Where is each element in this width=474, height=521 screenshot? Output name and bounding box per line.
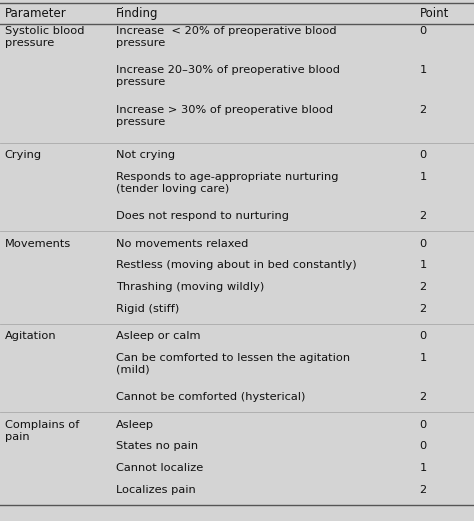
Text: Localizes pain: Localizes pain <box>116 485 196 494</box>
Text: States no pain: States no pain <box>116 441 198 451</box>
Text: Not crying: Not crying <box>116 150 175 160</box>
Text: Increase > 30% of preoperative blood
pressure: Increase > 30% of preoperative blood pre… <box>116 105 333 127</box>
Text: Cannot be comforted (hysterical): Cannot be comforted (hysterical) <box>116 392 306 402</box>
Text: Does not respond to nurturing: Does not respond to nurturing <box>116 211 289 221</box>
Text: Increase 20–30% of preoperative blood
pressure: Increase 20–30% of preoperative blood pr… <box>116 65 340 88</box>
Text: 2: 2 <box>419 392 427 402</box>
Text: Agitation: Agitation <box>5 331 56 341</box>
Text: Increase  < 20% of preoperative blood
pressure: Increase < 20% of preoperative blood pre… <box>116 26 337 48</box>
Text: 1: 1 <box>419 463 427 473</box>
Text: 1: 1 <box>419 353 427 363</box>
Text: Asleep: Asleep <box>116 420 154 430</box>
Text: 0: 0 <box>419 441 427 451</box>
Text: Asleep or calm: Asleep or calm <box>116 331 201 341</box>
Text: Responds to age-appropriate nurturing
(tender loving care): Responds to age-appropriate nurturing (t… <box>116 172 338 194</box>
Text: 2: 2 <box>419 282 427 292</box>
Text: 0: 0 <box>419 420 427 430</box>
Text: 2: 2 <box>419 211 427 221</box>
Text: Restless (moving about in bed constantly): Restless (moving about in bed constantly… <box>116 260 357 270</box>
Text: Movements: Movements <box>5 239 71 249</box>
Text: Point: Point <box>419 7 449 20</box>
Text: 2: 2 <box>419 105 427 115</box>
Text: 0: 0 <box>419 239 427 249</box>
Text: Complains of
pain: Complains of pain <box>5 420 79 442</box>
Text: 1: 1 <box>419 65 427 76</box>
Text: 1: 1 <box>419 260 427 270</box>
Text: Parameter: Parameter <box>5 7 66 20</box>
Text: Crying: Crying <box>5 151 42 160</box>
Text: Can be comforted to lessen the agitation
(mild): Can be comforted to lessen the agitation… <box>116 353 350 375</box>
Text: 2: 2 <box>419 485 427 494</box>
Text: Rigid (stiff): Rigid (stiff) <box>116 304 179 314</box>
Text: 1: 1 <box>419 172 427 182</box>
Text: 2: 2 <box>419 304 427 314</box>
Text: 0: 0 <box>419 150 427 160</box>
Text: Systolic blood
pressure: Systolic blood pressure <box>5 26 84 48</box>
Text: 0: 0 <box>419 26 427 36</box>
Text: 0: 0 <box>419 331 427 341</box>
Text: Thrashing (moving wildly): Thrashing (moving wildly) <box>116 282 264 292</box>
Text: Cannot localize: Cannot localize <box>116 463 203 473</box>
Text: No movements relaxed: No movements relaxed <box>116 239 248 249</box>
Text: Finding: Finding <box>116 7 159 20</box>
